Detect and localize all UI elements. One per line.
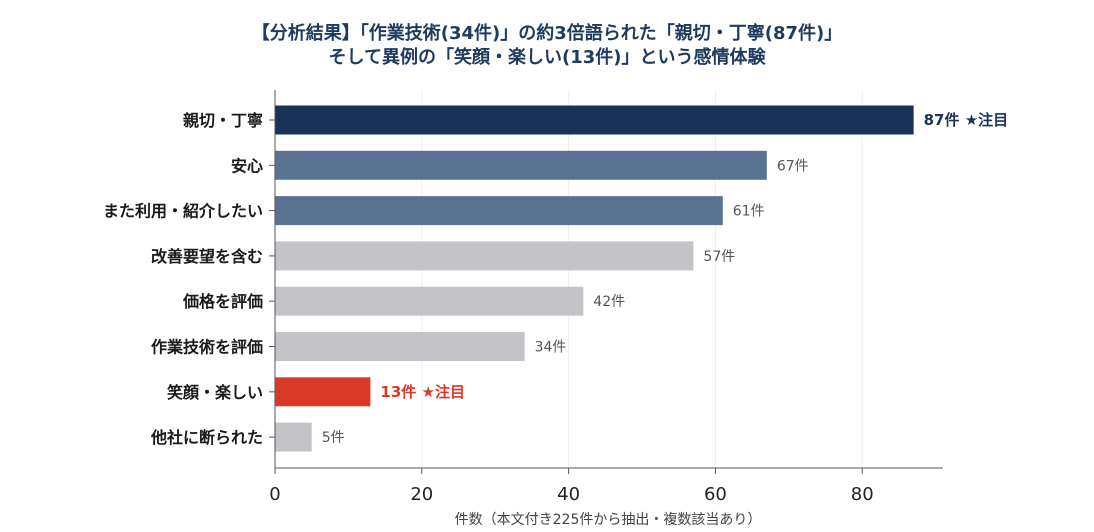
category-label-7: 他社に断られた — [150, 428, 263, 447]
category-label-0: 親切・丁寧 — [183, 111, 263, 130]
category-label-4: 価格を評価 — [182, 292, 263, 311]
value-label-2: 61件 — [733, 204, 765, 220]
grid-lines — [421, 90, 863, 468]
value-label-7: 5件 — [322, 430, 345, 446]
x-tick-label-4: 80 — [851, 484, 874, 505]
bar-2 — [275, 196, 723, 226]
category-label-6: 笑顔・楽しい — [167, 383, 263, 402]
category-label-2: また利用・紹介したい — [103, 202, 263, 221]
value-label-3: 57件 — [703, 249, 735, 265]
x-axis-label: 件数（本文付き225件から抽出・複数該当あり） — [455, 511, 762, 528]
chart-subtitle: そして異例の「笑顔・楽しい(13件)」という感情体験 — [328, 47, 766, 68]
chart-title: 【分析結果】「作業技術(34件)」の約3倍語られた「親切・丁寧(87件)」 そし… — [0, 22, 1094, 70]
bars-group: 87件 ★注目 67件 61件 57件 42件 34件 13件 ★注目 5件 — [275, 105, 1009, 452]
axes-group: 0 20 40 60 80 親切・丁寧安心また利用・紹介したい改善要望を含む価格を評価作業… — [103, 90, 943, 505]
value-label-1: 67件 — [777, 158, 809, 174]
chart-title-line-1: 【分析結果】「作業技術(34件)」の約3倍語られた「親切・丁寧(87件)」 — [251, 23, 843, 44]
x-tick-label-3: 60 — [704, 484, 727, 505]
category-label-5: 作業技術を評価 — [151, 338, 263, 357]
bar-7 — [275, 422, 312, 452]
bar-6 — [275, 377, 371, 407]
x-tick-label-1: 20 — [410, 484, 433, 505]
x-tick-label-0: 0 — [269, 484, 280, 505]
category-label-3: 改善要望を含む — [151, 247, 263, 266]
bar-1 — [275, 150, 767, 180]
value-label-4: 42件 — [593, 294, 625, 310]
value-label-0: 87件 ★注目 — [924, 111, 1009, 129]
bar-5 — [275, 332, 525, 361]
bar-3 — [275, 241, 694, 271]
value-label-5: 34件 — [535, 340, 567, 356]
bar-0 — [275, 105, 914, 135]
value-label-6: 13件 ★注目 — [380, 383, 465, 401]
category-label-1: 安心 — [231, 156, 263, 175]
x-tick-label-2: 40 — [557, 484, 580, 505]
bar-4 — [275, 286, 584, 316]
